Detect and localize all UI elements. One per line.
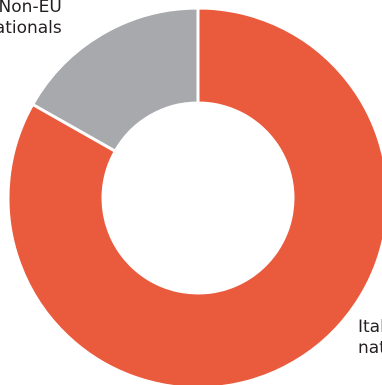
slice-label-italian-line-1: Italian: [358, 317, 382, 337]
slice-label-italian-line-2: nationals: [358, 338, 382, 358]
slice-label-non-eu-line-2: nationals: [0, 18, 62, 38]
slice-label-non-eu-nationals: Non-EU nationals: [0, 0, 62, 39]
slice-label-italian-nationals: Italian nationals: [358, 317, 382, 359]
donut-slice-non-eu-nationals: [31, 6, 200, 153]
slice-label-non-eu-line-1: Non-EU: [0, 0, 62, 17]
donut-slice-italian-nationals: [6, 6, 382, 385]
